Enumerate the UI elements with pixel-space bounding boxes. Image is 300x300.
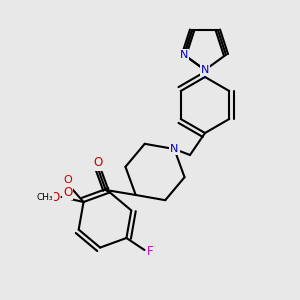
Text: N: N — [170, 144, 178, 154]
Text: O: O — [93, 157, 102, 169]
Text: N: N — [201, 65, 209, 75]
Text: O: O — [50, 190, 59, 203]
Text: O: O — [63, 175, 72, 185]
Text: F: F — [147, 245, 154, 259]
Text: O: O — [63, 185, 72, 199]
Text: N: N — [180, 50, 188, 60]
Text: CH₃: CH₃ — [36, 193, 53, 202]
